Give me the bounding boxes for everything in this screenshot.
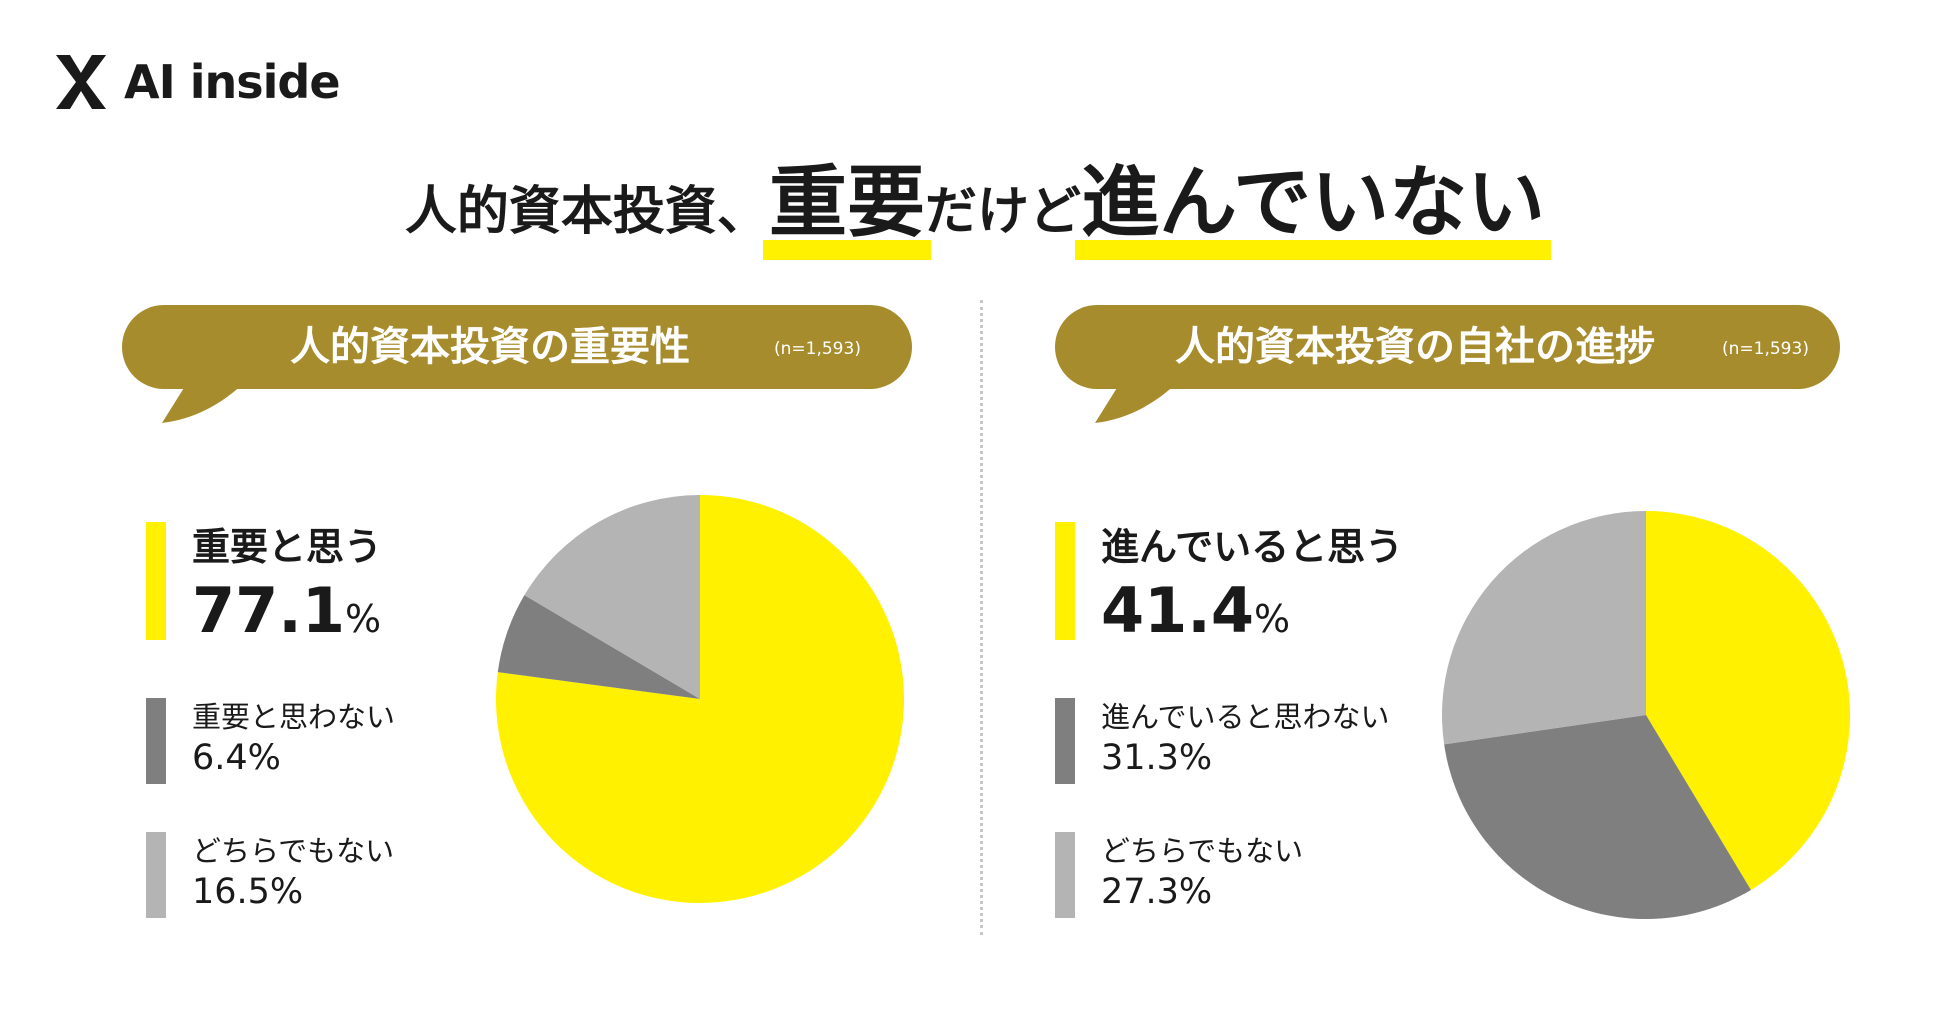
headline-emphasis-2-text: 進んでいない bbox=[1080, 158, 1546, 248]
legend-value: 31.3% bbox=[1101, 738, 1213, 778]
legend-swatch-light-gray bbox=[1055, 832, 1075, 918]
logo-text: AI inside bbox=[124, 55, 341, 109]
legend-swatch-dark-gray bbox=[1055, 698, 1075, 784]
pie-slice-1 bbox=[1444, 715, 1751, 920]
ai-inside-x-logo-icon bbox=[56, 55, 106, 109]
headline-emphasis-1: 重要 bbox=[762, 140, 931, 260]
pie-slice-0 bbox=[495, 495, 904, 903]
right-chart-sample-size: (n=1,593) bbox=[1722, 339, 1809, 359]
left-chart-sample-size: (n=1,593) bbox=[774, 339, 861, 359]
legend-value: 77.1% bbox=[192, 574, 381, 647]
legend-value: 16.5% bbox=[192, 872, 304, 912]
page-headline: 人的資本投資、重要だけど進んでいない bbox=[0, 140, 1950, 260]
legend-value: 41.4% bbox=[1101, 574, 1290, 647]
legend-label: 進んでいると思わない bbox=[1101, 700, 1390, 734]
speech-bubble-shape bbox=[122, 305, 912, 423]
headline-emphasis-2: 進んでいない bbox=[1074, 140, 1552, 260]
left-chart-title: 人的資本投資の重要性 bbox=[290, 324, 690, 370]
brand-logo: AI inside bbox=[52, 52, 341, 112]
legend-value-unit: % bbox=[344, 597, 382, 641]
pie-slice-1 bbox=[497, 595, 700, 699]
pie-slice-2 bbox=[1442, 511, 1646, 745]
legend-value: 27.3% bbox=[1101, 872, 1213, 912]
pie-slice-2 bbox=[524, 495, 700, 699]
legend-value: 6.4% bbox=[192, 738, 281, 778]
legend-swatch-yellow bbox=[1055, 522, 1075, 640]
legend-label: 進んでいると思う bbox=[1101, 525, 1404, 569]
headline-part-3: だけど bbox=[924, 182, 1081, 242]
legend-swatch-dark-gray bbox=[146, 698, 166, 784]
pie-slice-0 bbox=[1646, 511, 1851, 890]
headline-part-1: 人的資本投資、 bbox=[404, 182, 769, 242]
left-chart-title-bubble: 人的資本投資の重要性 (n=1,593) bbox=[122, 305, 912, 423]
headline-emphasis-1-text: 重要 bbox=[768, 158, 925, 248]
legend-value-unit: % bbox=[1253, 597, 1291, 641]
importance-pie-chart bbox=[495, 495, 904, 903]
legend-swatch-yellow bbox=[146, 522, 166, 640]
progress-pie-chart bbox=[1442, 511, 1851, 920]
panel-divider bbox=[980, 300, 983, 935]
right-chart-title: 人的資本投資の自社の進捗 bbox=[1175, 324, 1655, 370]
legend-label: 重要と思う bbox=[192, 525, 383, 569]
legend-label: どちらでもない bbox=[1101, 834, 1304, 868]
legend-swatch-light-gray bbox=[146, 832, 166, 918]
right-chart-title-bubble: 人的資本投資の自社の進捗 (n=1,593) bbox=[1055, 305, 1840, 423]
legend-value-number: 41.4 bbox=[1101, 574, 1254, 647]
legend-label: どちらでもない bbox=[192, 834, 395, 868]
speech-bubble-shape bbox=[1055, 305, 1840, 423]
legend-label: 重要と思わない bbox=[192, 700, 396, 734]
legend-value-number: 77.1 bbox=[192, 574, 345, 647]
